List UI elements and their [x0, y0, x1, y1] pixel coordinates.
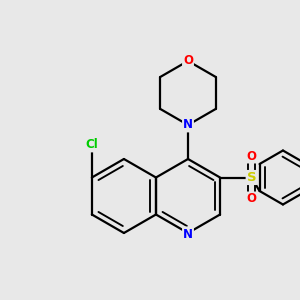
Text: O: O [247, 149, 256, 163]
Text: N: N [183, 227, 193, 241]
Text: O: O [183, 55, 193, 68]
Text: O: O [247, 193, 256, 206]
Text: N: N [183, 118, 193, 131]
Text: S: S [247, 171, 256, 184]
Text: Cl: Cl [85, 138, 98, 152]
